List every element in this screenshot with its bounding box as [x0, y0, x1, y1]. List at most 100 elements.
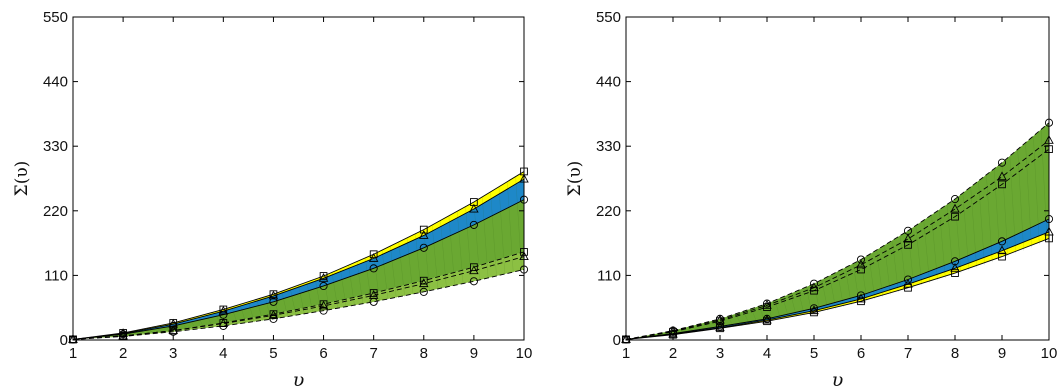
texture-line	[986, 174, 993, 263]
x-tick-label: 7	[904, 345, 912, 362]
upper-square-marker	[369, 250, 378, 259]
y-tick-label: 550	[43, 9, 68, 26]
upper-circle-marker	[762, 299, 772, 308]
x-tick-label: 7	[369, 345, 377, 362]
lower-triangle-marker	[419, 278, 429, 288]
texture-line	[782, 296, 789, 319]
texture-line	[907, 230, 915, 288]
upper-circle-marker	[809, 279, 819, 288]
lower-circle-line	[72, 269, 525, 340]
y-tick-label: 220	[596, 203, 621, 220]
x-tick-label: 6	[857, 345, 865, 362]
lower-circle-marker	[269, 314, 278, 323]
lower-square-marker	[998, 252, 1006, 261]
upper-circle-marker	[997, 158, 1007, 167]
texture-line	[1033, 136, 1040, 245]
upper-square-marker	[857, 265, 865, 274]
texture-line	[774, 300, 782, 320]
upper-circle-marker	[369, 264, 378, 273]
x-tick-label: 1	[69, 345, 77, 362]
texture-line	[456, 211, 464, 285]
lower-circle-marker	[419, 287, 428, 296]
upper-triangle-marker	[419, 230, 429, 239]
lower-triangle-marker	[950, 263, 960, 272]
x-tick-label: 2	[669, 345, 677, 362]
lower-triangle-marker	[168, 325, 178, 335]
lower-triangle-marker	[268, 309, 279, 319]
upper-square-marker	[904, 241, 912, 249]
texture-line	[915, 225, 923, 286]
texture-line	[798, 290, 805, 316]
lower-triangle-marker	[809, 305, 819, 315]
upper-triangle-marker	[997, 171, 1007, 181]
y-tick-label: 330	[596, 138, 621, 155]
x-tick-label: 10	[516, 345, 533, 362]
y-tick-label: 440	[43, 74, 68, 91]
y-axis-label: Σ(υ)	[565, 161, 585, 197]
upper-triangle-marker	[903, 233, 913, 243]
upper-triangle-marker	[368, 253, 379, 262]
texture-line	[406, 237, 414, 296]
chart-panel-2: 1 2 3 4 5 6 7 8 9 10 0 110 220 330 440 550 υ Σ(υ)	[565, 9, 1057, 391]
upper-circle-marker	[419, 243, 428, 252]
y-tick-label: 330	[43, 138, 68, 155]
y-tick-label: 110	[597, 267, 621, 284]
texture-line	[256, 299, 263, 322]
upper-triangle-marker	[950, 203, 960, 213]
texture-line	[490, 191, 497, 278]
upper-square-line	[625, 148, 1050, 340]
lower-triangle-line	[72, 256, 525, 340]
x-tick-label: 3	[169, 345, 177, 362]
x-tick-label: 8	[951, 345, 959, 362]
lower-triangle-line	[625, 231, 1050, 340]
texture-line	[962, 192, 970, 271]
texture-line	[498, 186, 506, 276]
texture-line	[281, 291, 289, 318]
lower-circle-marker	[809, 304, 819, 313]
texture-line	[381, 250, 389, 301]
upper-circle-marker	[903, 226, 913, 235]
lower-circle-line	[625, 218, 1050, 340]
x-axis-label: υ	[293, 369, 305, 391]
y-tick-label: 440	[596, 74, 621, 91]
texture-line	[790, 293, 797, 317]
texture-line	[993, 168, 1001, 260]
lower-circle-marker	[319, 306, 328, 315]
texture-line	[821, 279, 829, 311]
lower-circle-marker	[950, 257, 960, 266]
x-tick-label: 2	[119, 345, 127, 362]
lower-triangle-marker	[469, 265, 479, 275]
upper-circle-marker	[856, 255, 866, 264]
lower-triangle-marker	[903, 278, 913, 288]
lower-triangle-marker	[68, 334, 78, 343]
upper-triangle-marker	[218, 305, 229, 315]
upper-triangle-marker	[856, 259, 866, 269]
band-green	[73, 199, 524, 340]
lower-circle-marker	[369, 297, 378, 306]
texture-line	[423, 229, 431, 292]
x-tick-label: 9	[998, 345, 1006, 362]
y-tick-label: 110	[44, 267, 68, 284]
lower-square-marker	[470, 263, 478, 272]
texture-line	[398, 241, 405, 297]
texture-line	[1001, 162, 1009, 257]
lower-circle-marker	[715, 322, 725, 331]
upper-square-line	[72, 171, 525, 340]
upper-triangle-marker	[318, 272, 329, 282]
upper-triangle-line	[625, 139, 1050, 340]
texture-line	[239, 304, 247, 324]
lower-circle-marker	[903, 275, 913, 284]
texture-line	[970, 186, 977, 268]
y-tick-label: 550	[596, 9, 621, 26]
texture-line	[829, 275, 836, 309]
upper-square-marker	[419, 225, 428, 234]
texture-line	[248, 301, 255, 323]
plot-frame	[625, 16, 1050, 341]
texture-line	[876, 249, 883, 297]
upper-circle-marker	[469, 220, 478, 229]
x-tick-label: 5	[810, 345, 818, 362]
texture-line	[390, 246, 397, 299]
upper-square-marker	[319, 272, 328, 280]
lower-circle-marker	[997, 237, 1007, 246]
